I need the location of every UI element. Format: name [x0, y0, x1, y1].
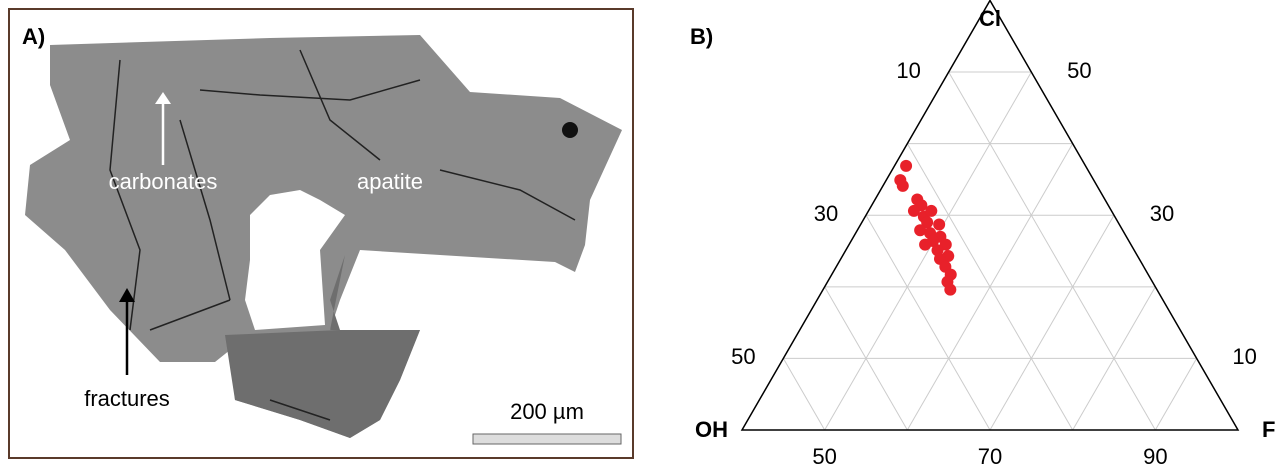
panel-label: A)	[22, 24, 45, 49]
oh-tick-label: 30	[814, 201, 838, 226]
data-point	[919, 239, 931, 251]
sem-image: A) carbonates apatite fractures 200 µm	[9, 9, 633, 458]
grid-line	[949, 72, 1156, 430]
data-point	[933, 219, 945, 231]
scale-bar-label: 200 µm	[510, 399, 584, 424]
f-tick-label: 50	[812, 444, 836, 469]
data-point	[925, 205, 937, 217]
vertex-label: Cl	[979, 6, 1001, 31]
cl-tick-label: 50	[1067, 58, 1091, 83]
cl-tick-label: 10	[1232, 344, 1256, 369]
f-tick-label: 90	[1143, 444, 1167, 469]
oh-tick-label: 10	[896, 58, 920, 83]
grid-line	[783, 358, 824, 430]
grid-line	[1155, 358, 1196, 430]
data-point	[900, 160, 912, 172]
ternary-plot: B) Cl OH F 50 70 90 10 30 50 50 30 10	[690, 0, 1275, 468]
annotation: fractures	[84, 386, 170, 411]
scale-bar	[473, 434, 621, 444]
oh-tick-label: 50	[731, 344, 755, 369]
grid-line	[825, 72, 1032, 430]
annotation: apatite	[357, 169, 423, 194]
panel-label: B)	[690, 24, 713, 49]
figure: A) carbonates apatite fractures 200 µm B…	[0, 0, 1281, 471]
f-tick-label: 70	[978, 444, 1002, 469]
inclusion	[562, 122, 578, 138]
data-point	[944, 284, 956, 296]
cl-tick-label: 30	[1150, 201, 1174, 226]
grid-line	[990, 215, 1114, 430]
vertex-label: F	[1262, 417, 1275, 442]
vertex-label: OH	[695, 417, 728, 442]
annotation: carbonates	[109, 169, 218, 194]
data-point	[897, 180, 909, 192]
